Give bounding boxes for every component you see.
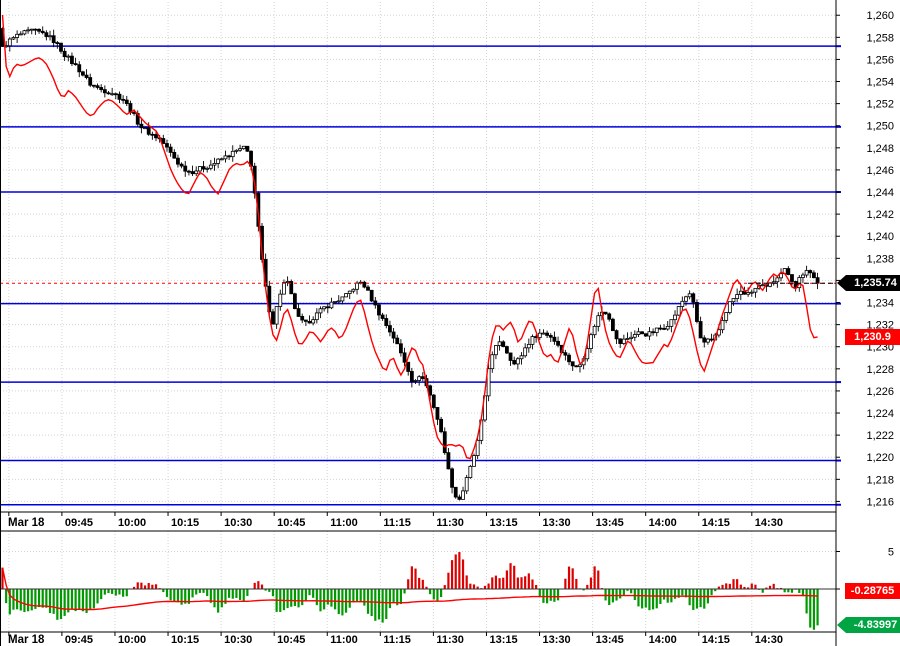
svg-text:Mar 18: Mar 18 (8, 517, 45, 529)
svg-text:10:45: 10:45 (277, 634, 305, 646)
svg-text:14:30: 14:30 (755, 634, 783, 646)
svg-text:1,250: 1,250 (866, 121, 894, 133)
svg-text:11:30: 11:30 (436, 634, 464, 646)
svg-text:10:00: 10:00 (118, 634, 146, 646)
svg-text:13:30: 13:30 (543, 517, 571, 529)
svg-text:1,216: 1,216 (866, 496, 894, 508)
svg-text:1,244: 1,244 (866, 187, 894, 199)
svg-text:09:45: 09:45 (65, 517, 93, 529)
svg-text:1,232: 1,232 (866, 320, 894, 332)
svg-text:1,234: 1,234 (866, 298, 894, 310)
svg-text:11:00: 11:00 (330, 517, 358, 529)
svg-text:11:30: 11:30 (436, 517, 464, 529)
svg-text:1,252: 1,252 (866, 99, 894, 111)
svg-text:1,256: 1,256 (866, 54, 894, 66)
svg-text:11:00: 11:00 (330, 634, 358, 646)
last-price-tag: 1,235.74 (837, 275, 900, 291)
svg-text:1,238: 1,238 (866, 253, 894, 265)
svg-text:1,260: 1,260 (866, 10, 894, 22)
svg-text:13:45: 13:45 (596, 634, 624, 646)
svg-text:10:30: 10:30 (224, 517, 252, 529)
svg-text:10:15: 10:15 (171, 517, 199, 529)
svg-text:10:00: 10:00 (118, 517, 146, 529)
svg-text:1,240: 1,240 (866, 231, 894, 243)
svg-text:1,254: 1,254 (866, 77, 894, 89)
svg-text:1,258: 1,258 (866, 32, 894, 44)
svg-text:11:15: 11:15 (383, 634, 411, 646)
last-basis-tag: -4.83997 (837, 617, 900, 633)
svg-text:1,248: 1,248 (866, 143, 894, 155)
svg-text:13:15: 13:15 (489, 517, 517, 529)
svg-text:13:30: 13:30 (543, 634, 571, 646)
svg-text:1,228: 1,228 (866, 364, 894, 376)
svg-text:1,242: 1,242 (866, 209, 894, 221)
svg-text:10:30: 10:30 (224, 634, 252, 646)
svg-text:1,222: 1,222 (866, 430, 894, 442)
svg-text:13:15: 13:15 (489, 634, 517, 646)
svg-text:1,226: 1,226 (866, 386, 894, 398)
svg-text:13:45: 13:45 (596, 517, 624, 529)
svg-text:14:00: 14:00 (649, 634, 677, 646)
svg-text:Mar 18: Mar 18 (8, 634, 45, 646)
svg-text:1,246: 1,246 (866, 165, 894, 177)
svg-text:11:15: 11:15 (383, 517, 411, 529)
svg-text:5: 5 (888, 547, 894, 559)
spot-price-tag: 1,230.9 (845, 329, 900, 345)
avg-basis-tag: -0.28765 (845, 583, 900, 599)
svg-text:1,220: 1,220 (866, 452, 894, 464)
svg-text:1,224: 1,224 (866, 408, 894, 420)
svg-text:1,218: 1,218 (866, 474, 894, 486)
svg-text:10:45: 10:45 (277, 517, 305, 529)
svg-text:10:15: 10:15 (171, 634, 199, 646)
svg-text:14:15: 14:15 (702, 634, 730, 646)
svg-text:09:45: 09:45 (65, 634, 93, 646)
svg-text:14:00: 14:00 (649, 517, 677, 529)
svg-text:14:15: 14:15 (702, 517, 730, 529)
svg-text:14:30: 14:30 (755, 517, 783, 529)
